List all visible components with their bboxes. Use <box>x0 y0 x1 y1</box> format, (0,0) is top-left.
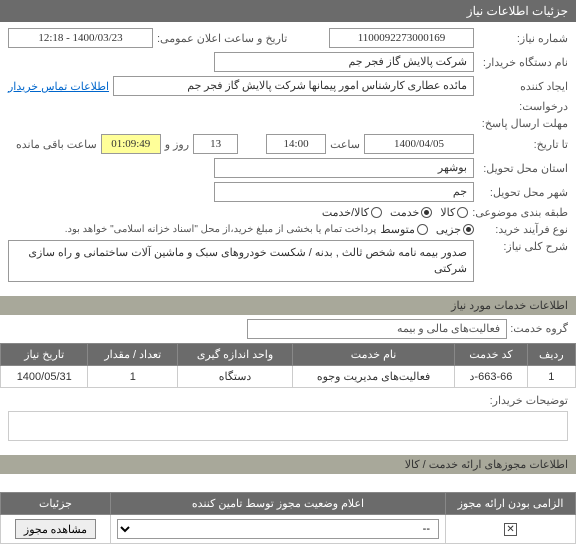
label-date-to: تا تاریخ: <box>478 138 568 151</box>
label-remaining: ساعت باقی مانده <box>16 138 97 151</box>
radio-small-label: جزیی <box>436 223 461 236</box>
remaining-field: 01:09:49 <box>101 134 161 154</box>
label-buyer-org: نام دستگاه خریدار: <box>478 56 568 69</box>
city-field: جم <box>214 182 474 202</box>
category-radio-group: کالا خدمت کالا/خدمت <box>322 206 468 219</box>
services-table: ردیف کد خدمت نام خدمت واحد اندازه گیری ت… <box>0 343 576 388</box>
th-name: نام خدمت <box>292 344 454 366</box>
form-area: شماره نیاز: 1100092273000169 تاریخ و ساع… <box>0 22 576 292</box>
radio-both[interactable]: کالا/خدمت <box>322 206 382 219</box>
label-buyer-note: توضیحات خریدار: <box>490 395 568 407</box>
label-days: روز و <box>165 138 189 151</box>
label-city: شهر محل تحویل: <box>478 186 568 199</box>
radio-small[interactable]: جزیی <box>436 223 474 236</box>
label-creator: ایجاد کننده <box>478 80 568 93</box>
public-date-field: 1400/03/23 - 12:18 <box>8 28 153 48</box>
cell-status: -- <box>111 515 446 544</box>
radio-service-label: خدمت <box>390 206 419 219</box>
radio-medium[interactable]: متوسط <box>380 223 428 236</box>
radio-medium-label: متوسط <box>380 223 415 236</box>
label-need-number: شماره نیاز: <box>478 32 568 45</box>
th-unit: واحد اندازه گیری <box>178 344 293 366</box>
cell-code: 663-66-د <box>455 366 527 388</box>
buyer-note-box <box>8 411 568 441</box>
label-public-date: تاریخ و ساعت اعلان عمومی: <box>157 32 287 45</box>
need-number-field: 1100092273000169 <box>329 28 474 48</box>
section-auth-title: اطلاعات مجوزهای ارائه خدمت / کالا <box>0 455 576 474</box>
section-services-title: اطلاعات خدمات مورد نیاز <box>0 296 576 315</box>
deadline-date-field: 1400/04/05 <box>364 134 474 154</box>
page-header: جزئیات اطلاعات نیاز <box>0 0 576 22</box>
province-field: بوشهر <box>214 158 474 178</box>
main-desc-box: صدور بیمه نامه شخص ثالث , بدنه / شکست خو… <box>8 240 474 282</box>
th-date: تاریخ نیاز <box>1 344 88 366</box>
creator-field: مائده عطاری کارشناس امور پیمانها شرکت پا… <box>113 76 474 96</box>
label-request: درخواست: <box>478 100 568 113</box>
deadline-time-field: 14:00 <box>266 134 326 154</box>
cell-date: 1400/05/31 <box>1 366 88 388</box>
radio-goods-label: کالا <box>440 206 455 219</box>
radio-goods[interactable]: کالا <box>440 206 468 219</box>
label-time: ساعت <box>330 138 360 151</box>
purchase-note: پرداخت تمام یا بخشی از مبلغ خرید،از محل … <box>65 224 377 235</box>
view-license-button[interactable]: مشاهده مجوز <box>15 519 96 539</box>
radio-service[interactable]: خدمت <box>390 206 432 219</box>
label-group: گروه خدمت: <box>510 323 568 335</box>
th-mandatory: الزامی بودن ارائه مجوز <box>446 493 576 515</box>
cell-unit: دستگاه <box>178 366 293 388</box>
auth-table: الزامی بودن ارائه مجوز اعلام وضعیت مجوز … <box>0 492 576 544</box>
status-select[interactable]: -- <box>117 519 439 539</box>
group-field: فعالیت‌های مالی و بیمه <box>247 319 507 339</box>
buyer-contact-link[interactable]: اطلاعات تماس خریدار <box>8 80 109 93</box>
th-qty: تعداد / مقدار <box>88 344 178 366</box>
cell-mandatory <box>446 515 576 544</box>
page-title: جزئیات اطلاعات نیاز <box>467 4 568 18</box>
purchase-type-group: جزیی متوسط <box>380 223 474 236</box>
th-row: ردیف <box>527 344 575 366</box>
table-row: -- مشاهده مجوز <box>1 515 576 544</box>
cell-name: فعالیت‌های مدیریت وجوه <box>292 366 454 388</box>
cell-qty: 1 <box>88 366 178 388</box>
radio-both-label: کالا/خدمت <box>322 206 369 219</box>
th-code: کد خدمت <box>455 344 527 366</box>
label-province: استان محل تحویل: <box>478 162 568 175</box>
th-details: جزئیات <box>1 493 111 515</box>
cell-row: 1 <box>527 366 575 388</box>
th-status: اعلام وضعیت مجوز توسط تامین کننده <box>111 493 446 515</box>
buyer-org-field: شرکت پالایش گاز فجر جم <box>214 52 474 72</box>
label-category: طبقه بندی موضوعی: <box>472 206 568 219</box>
label-deadline: مهلت ارسال پاسخ: <box>478 117 568 130</box>
cell-details: مشاهده مجوز <box>1 515 111 544</box>
table-row: 1 663-66-د فعالیت‌های مدیریت وجوه دستگاه… <box>1 366 576 388</box>
label-purchase-type: نوع فرآیند خرید: <box>478 223 568 236</box>
mandatory-checkbox[interactable] <box>504 523 517 536</box>
days-field: 13 <box>193 134 238 154</box>
label-main-desc: شرح کلی نیاز: <box>478 240 568 253</box>
